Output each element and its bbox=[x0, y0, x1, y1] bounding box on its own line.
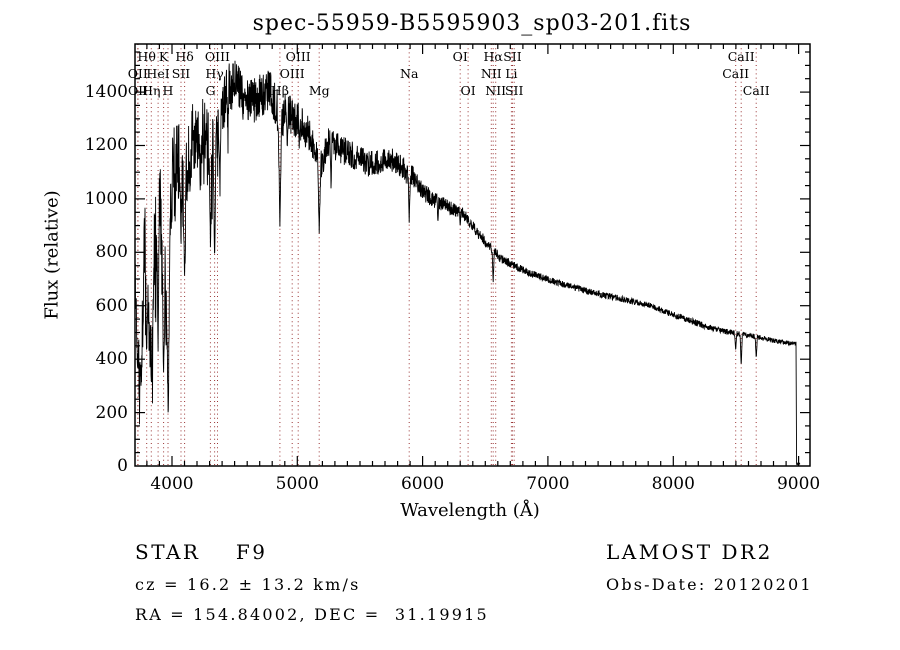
line-marker-label: K bbox=[158, 49, 169, 64]
line-marker-label: Hγ bbox=[205, 66, 224, 81]
x-axis-label: Wavelength (Å) bbox=[400, 500, 540, 521]
line-marker-label: OIII bbox=[204, 49, 230, 64]
x-tick-label: 8000 bbox=[651, 474, 695, 494]
line-marker-label: OI bbox=[460, 83, 476, 98]
line-marker-label: OIII bbox=[279, 66, 305, 81]
line-marker-label: Li bbox=[505, 66, 518, 81]
line-marker-label: NII bbox=[485, 83, 507, 98]
cz-velocity-text: cz = 16.2 ± 13.2 km/s bbox=[135, 575, 361, 594]
x-tick-label: 9000 bbox=[776, 474, 821, 494]
line-marker-label: CaII bbox=[742, 83, 770, 98]
line-marker-label: Mg bbox=[308, 83, 330, 98]
x-tick-label: 5000 bbox=[275, 474, 319, 494]
line-marker-label: SII bbox=[171, 66, 191, 81]
line-marker-label: NII bbox=[480, 66, 502, 81]
obs-date-text: Obs-Date: 20120201 bbox=[606, 575, 813, 594]
x-tick-label: 6000 bbox=[400, 474, 445, 494]
y-tick-label: 600 bbox=[95, 295, 128, 316]
line-marker-label: OII bbox=[127, 83, 149, 98]
x-tick-label: 4000 bbox=[150, 474, 194, 494]
y-tick-label: 1200 bbox=[84, 135, 128, 156]
spectrum-line bbox=[134, 60, 801, 466]
line-marker-label: OII bbox=[127, 66, 148, 81]
survey-name-text: LAMOST DR2 bbox=[606, 540, 773, 564]
line-marker-label: CaII bbox=[727, 49, 755, 64]
y-tick-label: 0 bbox=[117, 456, 128, 476]
line-marker-label: HeI bbox=[146, 66, 170, 81]
ra-dec-text: RA = 154.84002, DEC = 31.19915 bbox=[135, 605, 489, 624]
y-tick-label: 200 bbox=[95, 402, 128, 423]
y-tick-label: 800 bbox=[95, 242, 128, 263]
line-marker-label: SII bbox=[504, 83, 524, 98]
object-class-text: STAR F9 bbox=[135, 540, 268, 564]
line-marker-label: Hβ bbox=[270, 83, 289, 98]
y-tick-label: 1000 bbox=[84, 188, 128, 209]
plot-frame bbox=[134, 43, 811, 467]
line-marker-label: H bbox=[162, 83, 174, 98]
line-marker-label: OIII bbox=[285, 49, 311, 64]
plot-title: spec-55959-B5595903_sp03-201.fits bbox=[252, 11, 692, 36]
y-tick-label: 400 bbox=[95, 349, 128, 370]
x-tick-label: 7000 bbox=[526, 474, 570, 494]
line-marker-label: G bbox=[205, 83, 216, 98]
line-marker-label: OI bbox=[452, 49, 468, 64]
line-marker-label: Hδ bbox=[175, 49, 194, 64]
line-marker-label: SII bbox=[503, 49, 522, 64]
line-marker-label: Hη bbox=[142, 83, 161, 98]
y-tick-label: 1400 bbox=[84, 82, 128, 103]
line-marker-label: Hθ bbox=[137, 49, 156, 64]
line-marker-label: Na bbox=[400, 66, 419, 81]
line-marker-label: CaII bbox=[722, 66, 750, 81]
line-marker-label: Hα bbox=[483, 49, 503, 64]
